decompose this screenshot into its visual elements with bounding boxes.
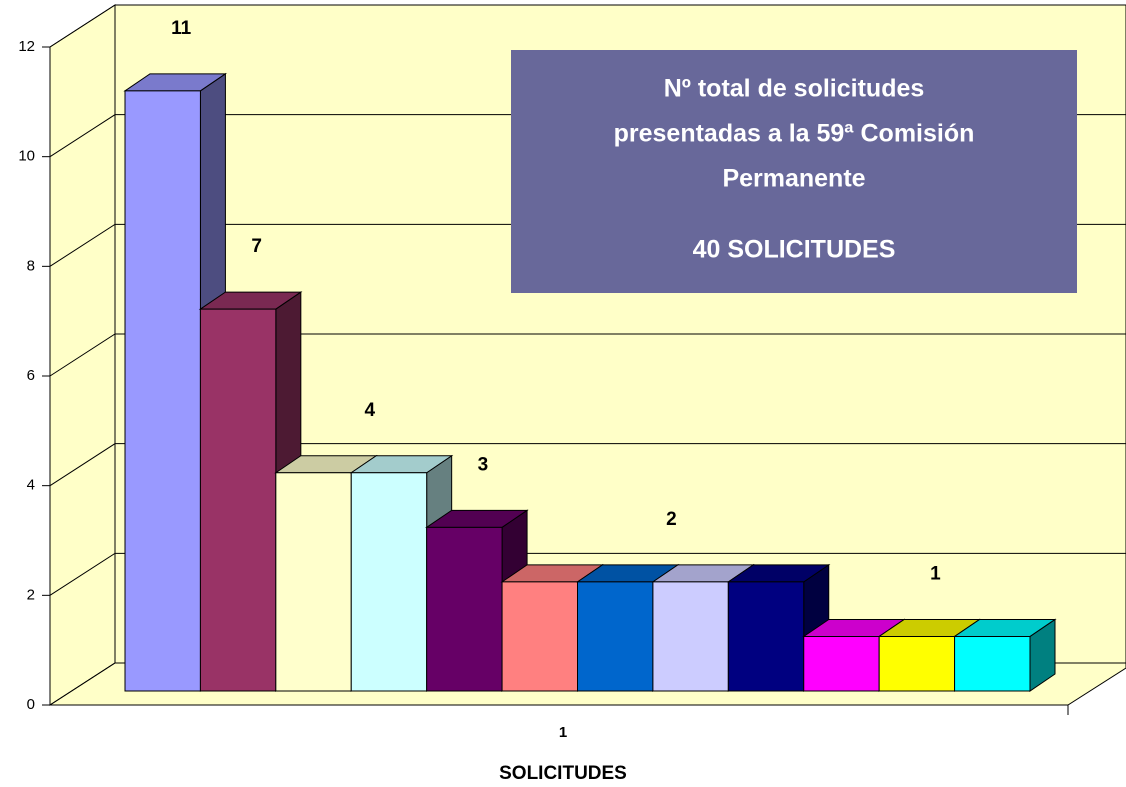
bar-front	[878, 635, 956, 692]
annotation-line: presentadas a la 59ª Comisión	[614, 120, 975, 148]
bar-front	[954, 635, 1031, 692]
data-label: 4	[364, 400, 375, 421]
bar	[952, 618, 1057, 692]
bar-front	[350, 472, 428, 692]
grid-line	[49, 4, 1126, 48]
data-label: 3	[478, 454, 489, 475]
grid-line	[49, 333, 1126, 377]
data-label: 2	[666, 509, 677, 530]
grid-line	[49, 443, 1126, 487]
bar-front	[727, 581, 805, 692]
x-axis-label: SOLICITUDES	[499, 763, 627, 784]
bar-front	[199, 308, 277, 692]
bar-front	[501, 581, 578, 692]
annotation-line: Permanente	[722, 165, 865, 193]
y-tick-label: 8	[27, 257, 35, 274]
data-label: 11	[171, 18, 192, 39]
y-tick-label: 12	[18, 38, 35, 55]
x-tick-label: 1	[559, 724, 567, 741]
grid-line	[49, 552, 1126, 596]
bar-front	[275, 472, 352, 692]
bar-front	[803, 635, 880, 692]
annotation-total: 40 SOLICITUDES	[693, 236, 896, 264]
y-tick-label: 6	[27, 367, 35, 384]
y-tick-label: 2	[27, 586, 35, 603]
bar-front	[652, 581, 729, 692]
annotation-box	[511, 50, 1077, 293]
bar-front	[426, 526, 503, 692]
y-tick-label: 10	[18, 148, 35, 165]
data-label: 7	[251, 236, 262, 257]
annotation-line: Nº total de solicitudes	[664, 75, 925, 103]
bar-front	[577, 581, 654, 692]
y-tick-label: 4	[27, 477, 35, 494]
bar-front	[124, 90, 201, 692]
y-tick-label: 0	[27, 696, 35, 713]
data-label: 1	[930, 563, 941, 584]
